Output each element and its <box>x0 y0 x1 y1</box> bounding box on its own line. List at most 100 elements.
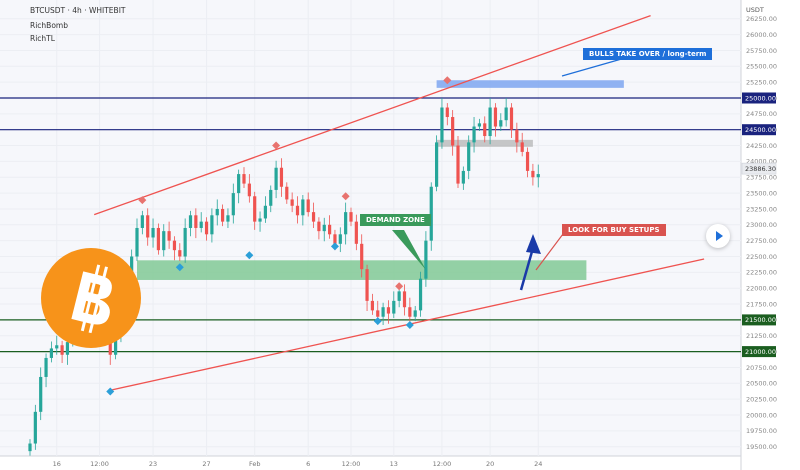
price-axis[interactable]: USDT 19500.00 19750.00 20000.00 20250.00 2050… <box>741 6 777 451</box>
candle-body <box>360 243 364 270</box>
candle-body <box>392 300 396 314</box>
candle-body <box>55 345 59 349</box>
candle-body <box>151 227 155 238</box>
time-tick-label: 24 <box>534 460 542 468</box>
candle-body <box>237 174 241 194</box>
play-icon <box>716 231 723 241</box>
candle-body <box>509 107 514 130</box>
price-tick-label: 23500.00 <box>746 189 777 197</box>
candle-body <box>306 199 310 213</box>
price-tick-label: 22750.00 <box>746 237 777 245</box>
candle-body <box>429 186 433 241</box>
time-tick-label: 16 <box>53 460 61 468</box>
indicator-richtl[interactable]: RichTL <box>30 34 55 43</box>
candle-body <box>247 183 251 197</box>
candle-body <box>370 300 374 311</box>
indicator-richbomb[interactable]: RichBomb <box>30 21 68 30</box>
candle-body <box>204 221 209 235</box>
price-tick-label: 24750.00 <box>746 110 777 118</box>
price-tick-label: 24000.00 <box>746 158 777 166</box>
candle-body <box>413 310 417 317</box>
candle-body <box>172 240 177 251</box>
candle-body <box>253 196 257 222</box>
candle-body <box>461 170 465 184</box>
level-price-tag: 24500.00 <box>745 126 776 134</box>
bitcoin-logo <box>41 248 141 348</box>
price-tick-label: 24250.00 <box>746 142 777 150</box>
level-price-tag-bg <box>742 346 776 358</box>
look-for-buy-setups-badge: LOOK FOR BUY SETUPS <box>562 224 666 236</box>
buy-arrow <box>519 234 541 291</box>
candle-body <box>536 174 540 178</box>
sell-signal-marker <box>138 196 147 205</box>
candle-body <box>418 278 423 311</box>
price-tick-label: 21750.00 <box>746 300 777 308</box>
candle-body <box>44 357 48 377</box>
candle-body <box>435 142 439 187</box>
candle-body <box>440 107 444 143</box>
time-tick-label: 6 <box>306 460 310 468</box>
candle-body <box>344 212 348 235</box>
time-tick-label: 27 <box>202 460 210 468</box>
demand-zone-badge: DEMAND ZONE <box>360 214 431 226</box>
candle-body <box>65 342 70 355</box>
price-axis-background <box>741 0 800 470</box>
price-tick-label: 25500.00 <box>746 63 777 71</box>
candle-body <box>451 117 455 146</box>
candle-body <box>531 170 535 178</box>
demand-callout-pointer <box>392 230 426 270</box>
candle-body <box>162 231 166 251</box>
time-tick-label: Feb <box>249 460 261 468</box>
candle-body <box>210 215 214 235</box>
level-price-tag-bg <box>742 314 776 326</box>
play-button[interactable] <box>706 224 730 248</box>
level-price-tag-bg <box>742 92 776 104</box>
candle-body <box>269 189 273 206</box>
candle-body <box>114 335 118 355</box>
buy-signal-marker <box>175 263 184 272</box>
candle-body <box>49 348 53 358</box>
upper-trend-line[interactable] <box>93 14 651 216</box>
candle-body <box>226 215 230 222</box>
price-tick-label: 23750.00 <box>746 174 777 182</box>
candle-body <box>295 205 300 216</box>
candle-body <box>188 215 193 228</box>
candle-body <box>279 167 284 187</box>
candle-body <box>167 231 171 241</box>
candle-body <box>467 142 471 171</box>
candle-body <box>499 120 503 127</box>
level-price-tag-bg <box>742 124 776 136</box>
price-tick-label: 19750.00 <box>746 427 777 435</box>
candle-body <box>194 215 198 228</box>
time-axis[interactable]: 16 12:00 23 27 Feb 6 12:00 13 12:00 20 24 <box>53 460 543 468</box>
candle-body <box>338 234 342 244</box>
candle-body <box>215 208 219 216</box>
candle-body <box>402 291 407 308</box>
price-tick-label: 19500.00 <box>746 443 777 451</box>
buy-signal-marker <box>245 251 254 260</box>
candle-body <box>408 307 412 317</box>
price-tick-label: 25250.00 <box>746 78 777 86</box>
price-tick-label: 20250.00 <box>746 395 777 403</box>
candle-body <box>317 221 321 232</box>
price-tick-label: 23000.00 <box>746 221 777 229</box>
grey-zone <box>436 139 533 147</box>
candle-body <box>221 208 225 222</box>
candle-body <box>263 205 267 219</box>
price-tick-label: 22500.00 <box>746 253 777 261</box>
candle-body <box>274 167 278 190</box>
candle-body <box>376 310 380 317</box>
candle-body <box>381 307 385 317</box>
candle-body <box>311 212 316 222</box>
time-tick-label: 12:00 <box>342 460 361 468</box>
price-tick-label: 21250.00 <box>746 332 777 340</box>
buy-callout-line <box>535 233 564 271</box>
candle-body <box>33 411 37 444</box>
sell-signal-marker <box>395 282 404 291</box>
candle-body <box>445 107 449 118</box>
sell-signal-marker <box>272 141 281 150</box>
price-tick-label: 20000.00 <box>746 411 777 419</box>
candle-body <box>488 107 492 137</box>
candle-body <box>354 221 358 244</box>
